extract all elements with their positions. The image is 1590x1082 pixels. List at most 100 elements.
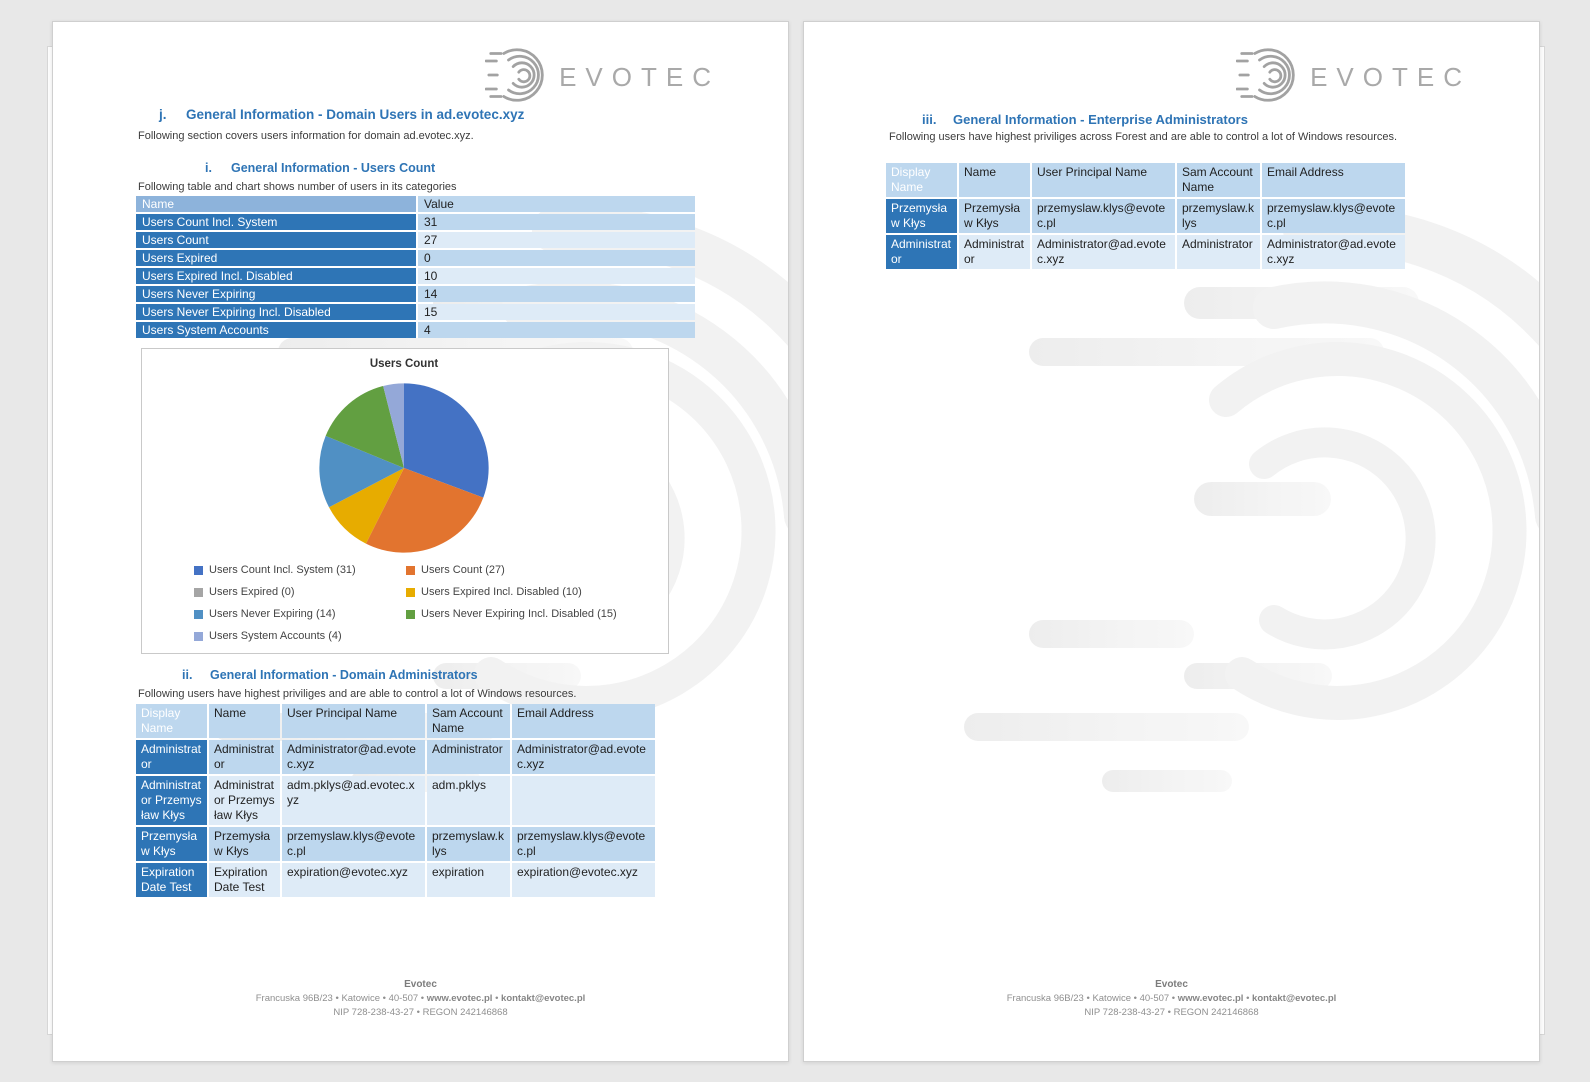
domain-admins-intro: Following users have highest priviliges … bbox=[138, 688, 577, 700]
users-count-intro: Following table and chart shows number o… bbox=[138, 181, 457, 193]
table-row: Users Count Incl. System 31 bbox=[136, 214, 695, 230]
table-header-row: Display Name Name User Principal Name Sa… bbox=[136, 704, 655, 738]
heading-number: ii. bbox=[182, 668, 193, 682]
cell-name: Users Never Expiring Incl. Disabled bbox=[136, 304, 416, 320]
footer-address: Francuska 96B/23 • Katowice • 40-507 • w… bbox=[804, 992, 1539, 1006]
cell-name: Users System Accounts bbox=[136, 322, 416, 338]
cell-name: Administrator Przemysław Kłys bbox=[209, 776, 280, 825]
footer-separator: • bbox=[495, 993, 499, 1004]
column-header-email: Email Address bbox=[1262, 163, 1405, 197]
cell-name: Users Count Incl. System bbox=[136, 214, 416, 230]
heading-number: j. bbox=[159, 107, 167, 122]
cell-value: 14 bbox=[418, 286, 695, 302]
users-count-chart: Users Count Users Count Incl. System (31… bbox=[141, 348, 669, 654]
legend-item: Users Never Expiring Incl. Disabled (15) bbox=[406, 608, 618, 621]
pie-slice bbox=[319, 435, 404, 508]
evotec-logo-icon bbox=[1236, 48, 1295, 102]
cell-value: 4 bbox=[418, 322, 695, 338]
legend-label: Users Count (27) bbox=[421, 564, 505, 576]
legend-item: Users System Accounts (4) bbox=[194, 630, 406, 643]
footer-address-text: Francuska 96B/23 • Katowice • 40-507 • bbox=[255, 993, 425, 1004]
heading-number: i. bbox=[205, 161, 212, 175]
footer-company: Evotec bbox=[404, 979, 437, 990]
cell-sam: expiration bbox=[427, 863, 510, 897]
table-row: Users Never Expiring Incl. Disabled 15 bbox=[136, 304, 695, 320]
cell-display-name: Expiration Date Test bbox=[136, 863, 207, 897]
heading-enterprise-administrators: iii. General Information - Enterprise Ad… bbox=[922, 112, 1248, 128]
cell-name: Przemysław Kłys bbox=[959, 199, 1030, 233]
column-header-name: Name bbox=[209, 704, 280, 738]
legend-swatch bbox=[194, 632, 203, 641]
table-header-row: Name Value bbox=[136, 196, 695, 212]
column-header-sam: Sam Account Name bbox=[1177, 163, 1260, 197]
cell-display-name: Administrator bbox=[136, 740, 207, 774]
cell-sam: adm.pklys bbox=[427, 776, 510, 825]
chart-title: Users Count bbox=[369, 358, 439, 370]
table-row: Expiration Date Test Expiration Date Tes… bbox=[136, 863, 655, 897]
heading-number: iii. bbox=[922, 112, 937, 127]
column-header-display-name: Display Name bbox=[886, 163, 957, 197]
footer-website: www.evotec.pl bbox=[426, 993, 493, 1004]
cell-name: Users Never Expiring bbox=[136, 286, 416, 302]
cell-display-name: Przemysław Kłys bbox=[886, 199, 957, 233]
legend-swatch bbox=[406, 566, 415, 575]
page-footer: Evotec Francuska 96B/23 • Katowice • 40-… bbox=[53, 978, 788, 1020]
footer-company: Evotec bbox=[1155, 979, 1188, 990]
footer-website: www.evotec.pl bbox=[1177, 993, 1244, 1004]
domain-administrators-table: Display Name Name User Principal Name Sa… bbox=[134, 702, 657, 899]
evotec-logo: EVOTEC bbox=[485, 46, 720, 104]
enterprise-administrators-table: Display Name Name User Principal Name Sa… bbox=[884, 161, 1407, 271]
cell-upn: expiration@evotec.xyz bbox=[282, 863, 425, 897]
cell-name: Expiration Date Test bbox=[209, 863, 280, 897]
pie-chart bbox=[319, 383, 489, 553]
cell-name: Users Expired bbox=[136, 250, 416, 266]
cell-display-name: Administrator bbox=[886, 235, 957, 269]
pie-slice bbox=[404, 383, 489, 498]
evotec-logo-icon bbox=[485, 48, 544, 102]
heading-users-count: i. General Information - Users Count bbox=[205, 161, 435, 176]
cell-upn: Administrator@ad.evotec.xyz bbox=[1032, 235, 1175, 269]
heading-domain-users: j. General Information - Domain Users in… bbox=[159, 107, 524, 123]
table-row: Users System Accounts 4 bbox=[136, 322, 695, 338]
table-row: Administrator Administrator Administrato… bbox=[886, 235, 1405, 269]
cell-sam: przemyslaw.klys bbox=[1177, 199, 1260, 233]
footer-separator: • bbox=[1246, 993, 1250, 1004]
table-row: Users Never Expiring 14 bbox=[136, 286, 695, 302]
column-header-upn: User Principal Name bbox=[282, 704, 425, 738]
table-row: Users Expired 0 bbox=[136, 250, 695, 266]
users-count-table: Name Value Users Count Incl. System 31 Us… bbox=[134, 194, 697, 340]
evotec-logo-text: EVOTEC bbox=[559, 62, 720, 92]
column-header-name: Name bbox=[959, 163, 1030, 197]
evotec-logo: EVOTEC bbox=[1236, 46, 1471, 104]
cell-name: Administrator bbox=[209, 740, 280, 774]
column-header-sam: Sam Account Name bbox=[427, 704, 510, 738]
pie-slice bbox=[325, 385, 404, 468]
cell-value: 15 bbox=[418, 304, 695, 320]
cell-upn: przemyslaw.klys@evotec.pl bbox=[282, 827, 425, 861]
pie-slice bbox=[365, 468, 484, 553]
cell-email: expiration@evotec.xyz bbox=[512, 863, 655, 897]
legend-swatch bbox=[194, 588, 203, 597]
cell-value: 27 bbox=[418, 232, 695, 248]
table-header-row: Display Name Name User Principal Name Sa… bbox=[886, 163, 1405, 197]
legend-item: Users Expired (0) bbox=[194, 586, 406, 599]
column-header-name: Name bbox=[136, 196, 416, 212]
cell-value: 31 bbox=[418, 214, 695, 230]
heading-title: General Information - Domain Users in ad… bbox=[186, 107, 525, 122]
cell-value: 10 bbox=[418, 268, 695, 284]
page-1: EVOTEC j. General Information - Domain U… bbox=[52, 21, 789, 1062]
cell-upn: Administrator@ad.evotec.xyz bbox=[282, 740, 425, 774]
heading-title: General Information - Enterprise Adminis… bbox=[953, 112, 1248, 127]
cell-name: Users Count bbox=[136, 232, 416, 248]
table-row: Users Count 27 bbox=[136, 232, 695, 248]
table-row: Przemysław Kłys Przemysław Kłys przemysl… bbox=[136, 827, 655, 861]
legend-label: Users Never Expiring (14) bbox=[209, 608, 336, 620]
legend-item: Users Never Expiring (14) bbox=[194, 608, 406, 621]
cell-upn: adm.pklys@ad.evotec.xyz bbox=[282, 776, 425, 825]
column-header-email: Email Address bbox=[512, 704, 655, 738]
heading-title: General Information - Domain Administrat… bbox=[210, 668, 478, 682]
cell-name: Administrator bbox=[959, 235, 1030, 269]
page-footer: Evotec Francuska 96B/23 • Katowice • 40-… bbox=[804, 978, 1539, 1020]
legend-label: Users System Accounts (4) bbox=[209, 630, 342, 642]
legend-label: Users Expired (0) bbox=[209, 586, 295, 598]
